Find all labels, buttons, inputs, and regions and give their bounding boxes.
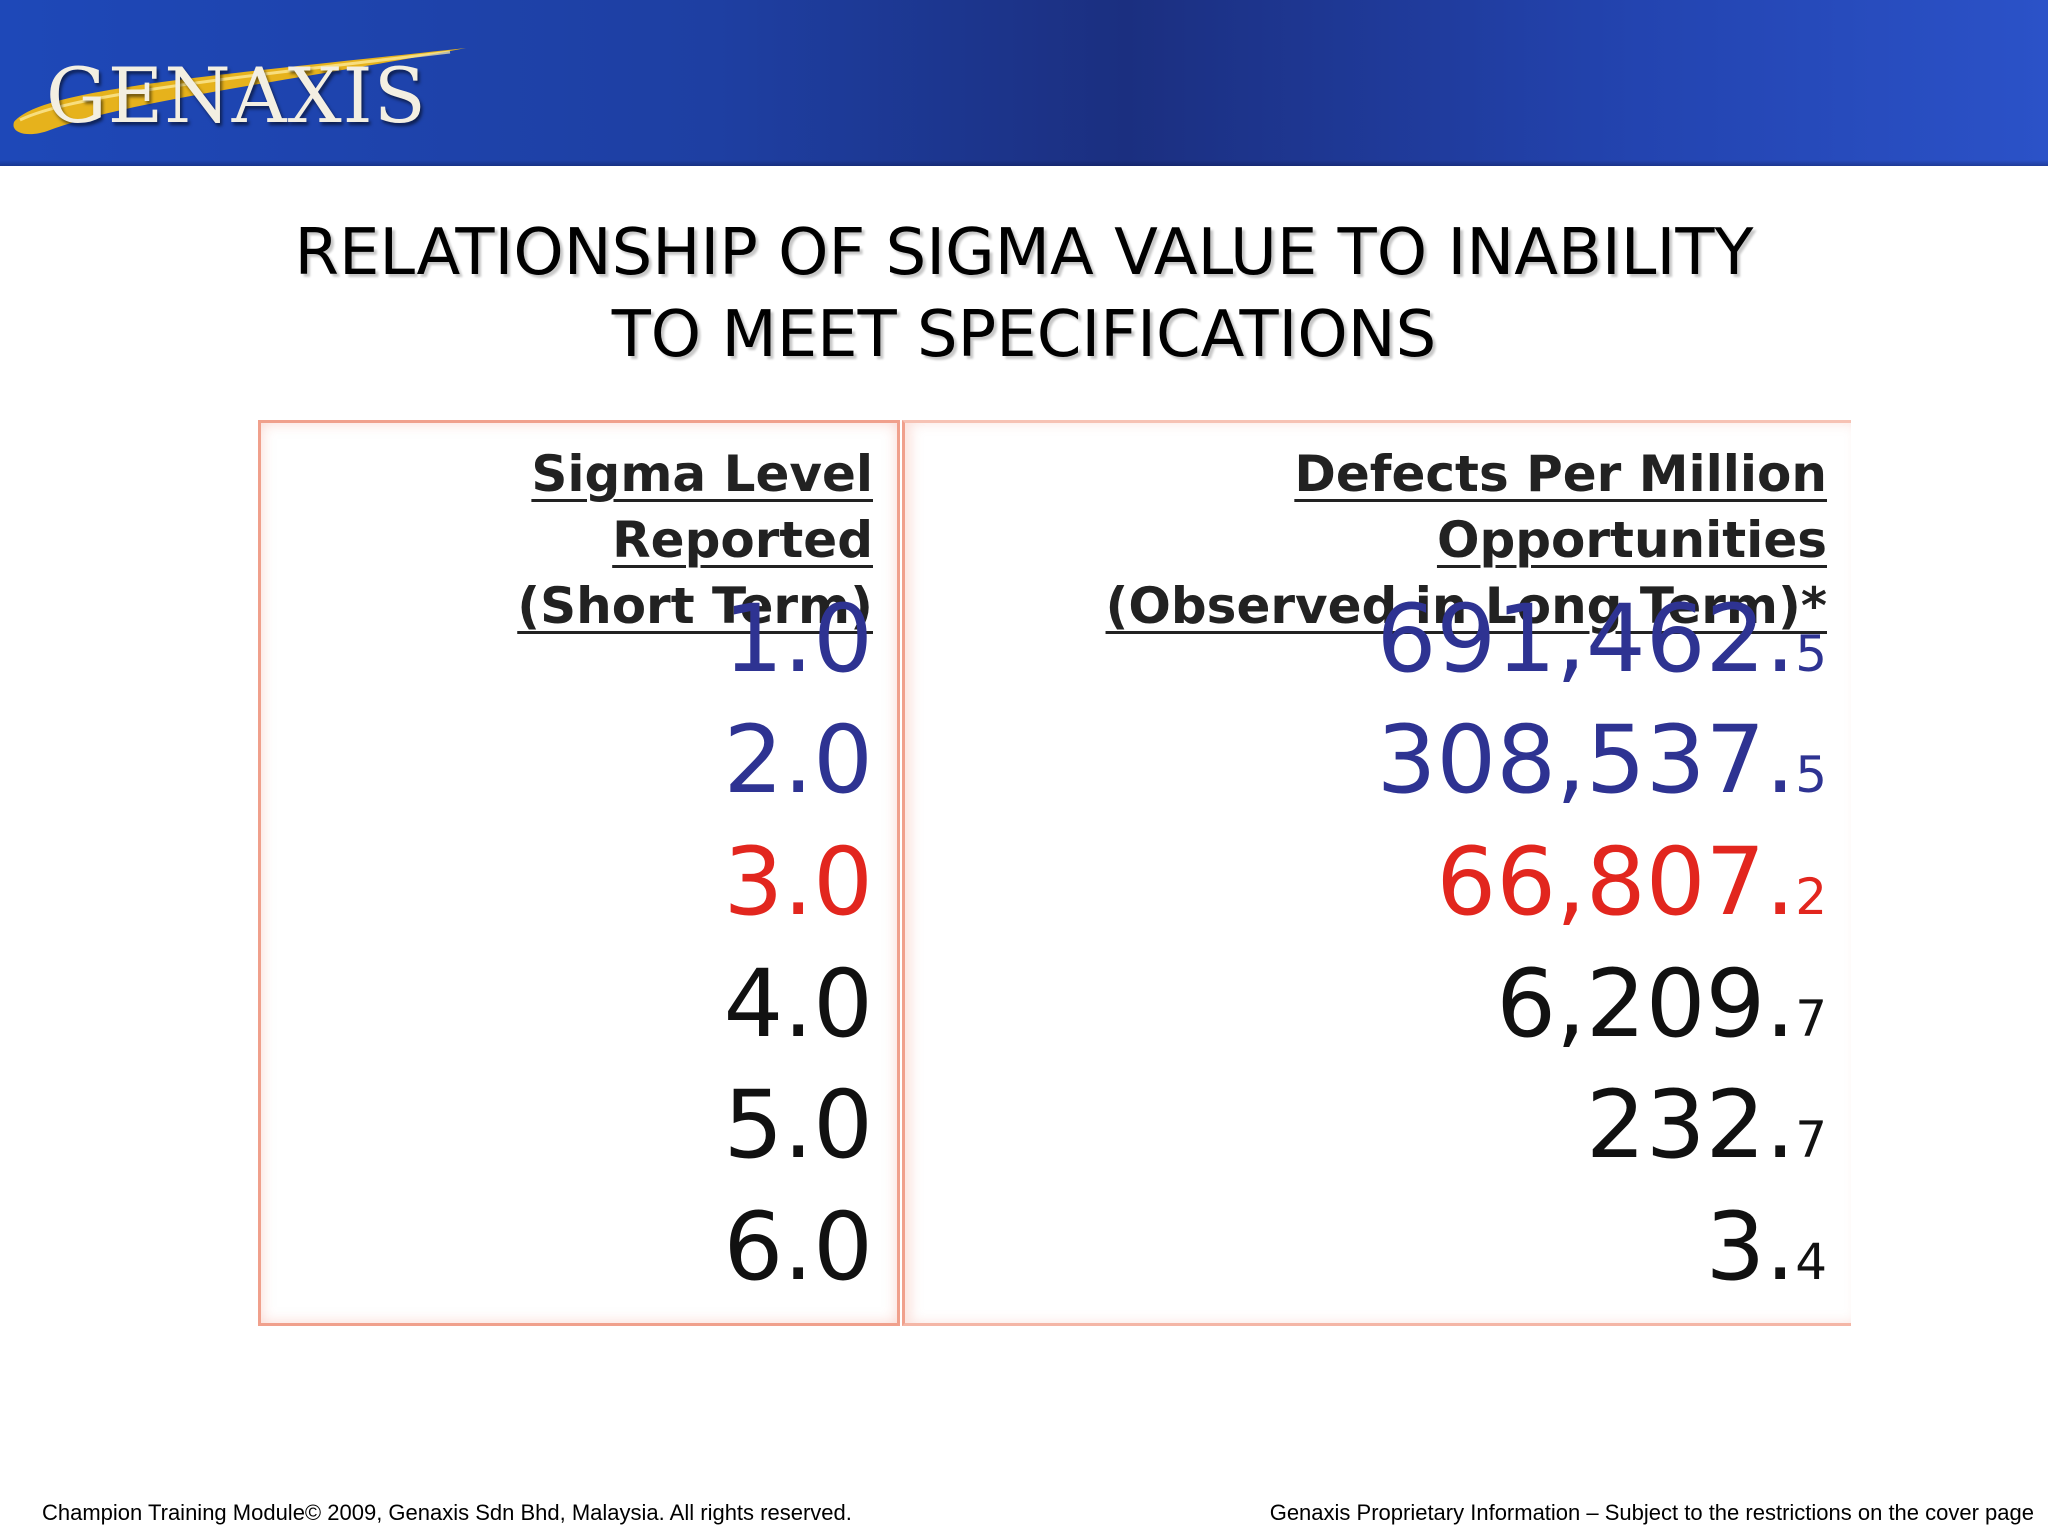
dpmo-value-decimal: 5 [1795, 746, 1827, 804]
sigma-value: 6.0 [723, 1193, 874, 1302]
genaxis-logo: GENAXIS [10, 30, 480, 140]
footer-proprietary-notice: Genaxis Proprietary Information – Subjec… [1269, 1500, 2034, 1525]
dpmo-value-main: 232. [1585, 1071, 1796, 1180]
header-bar: GENAXIS [0, 0, 2048, 166]
dpmo-value-decimal: 2 [1795, 868, 1827, 926]
title-line-1: RELATIONSHIP OF SIGMA VALUE TO INABILITY [294, 216, 1754, 290]
title-line-2: TO MEET SPECIFICATIONS [611, 298, 1437, 372]
sigma-header-line-2-wrap: (Short Term) [261, 573, 873, 639]
sigma-value: 2.0 [723, 706, 874, 815]
dpmo-value: 6,209.7 [1496, 958, 1827, 1052]
dpmo-header-line-2-wrap: (Observed in Long Term)* [905, 573, 1827, 639]
logo-text: GENAXIS [46, 51, 427, 140]
dpmo-column: Defects Per Million Opportunities (Obser… [902, 420, 1851, 1326]
footer-copyright: Champion Training Module© 2009, Genaxis … [42, 1500, 852, 1525]
dpmo-value-main: 691,462. [1376, 585, 1796, 694]
dpmo-value-main: 308,537. [1376, 706, 1796, 815]
dpmo-value: 66,807.2 [1436, 836, 1827, 930]
dpmo-value: 308,537.5 [1377, 714, 1827, 808]
dpmo-value-main: 66,807. [1436, 828, 1796, 937]
dpmo-value-decimal: 5 [1795, 625, 1827, 683]
sigma-table: Sigma Level Reported (Short Term) 1.0 2.… [258, 420, 1851, 1326]
dpmo-value-main: 6,209. [1496, 950, 1796, 1059]
dpmo-value: 232.7 [1586, 1079, 1827, 1173]
sigma-header-line-1: Sigma Level Reported [531, 445, 873, 569]
dpmo-value: 3.4 [1706, 1201, 1828, 1295]
sigma-column: Sigma Level Reported (Short Term) 1.0 2.… [258, 420, 900, 1326]
dpmo-value-decimal: 4 [1795, 1233, 1827, 1291]
dpmo-column-header: Defects Per Million Opportunities (Obser… [905, 441, 1827, 639]
sigma-value: 1.0 [723, 585, 874, 694]
slide-title: RELATIONSHIP OF SIGMA VALUE TO INABILITY… [124, 212, 1924, 376]
sigma-value: 3.0 [723, 828, 874, 937]
dpmo-value: 691,462.5 [1377, 593, 1827, 687]
dpmo-header-line-1: Defects Per Million Opportunities [1294, 445, 1827, 569]
sigma-value: 4.0 [723, 950, 874, 1059]
dpmo-value-decimal: 7 [1795, 1111, 1827, 1169]
dpmo-header-line-2: (Observed in Long Term)* [1105, 577, 1827, 635]
dpmo-value-main: 3. [1705, 1193, 1796, 1302]
sigma-header-line-2: (Short Term) [517, 577, 873, 635]
sigma-column-header: Sigma Level Reported (Short Term) [261, 441, 873, 639]
sigma-value: 5.0 [723, 1071, 874, 1180]
dpmo-value-decimal: 7 [1795, 990, 1827, 1048]
logo-swoosh-icon [13, 48, 466, 135]
